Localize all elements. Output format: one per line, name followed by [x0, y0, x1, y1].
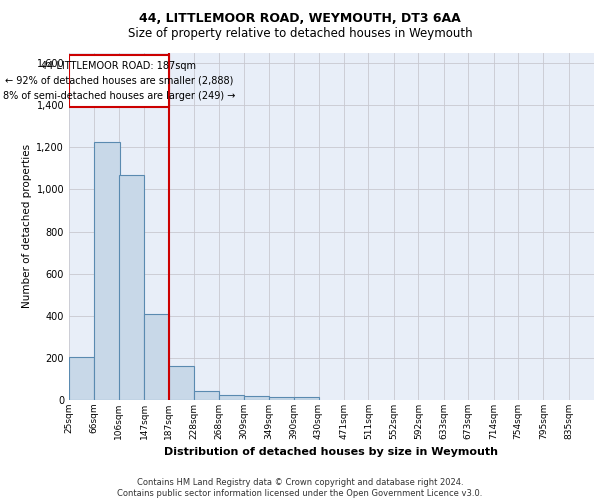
- Y-axis label: Number of detached properties: Number of detached properties: [22, 144, 32, 308]
- Text: Size of property relative to detached houses in Weymouth: Size of property relative to detached ho…: [128, 28, 472, 40]
- Bar: [294, 397, 319, 400]
- Bar: [219, 394, 244, 400]
- Text: Contains HM Land Registry data © Crown copyright and database right 2024.
Contai: Contains HM Land Registry data © Crown c…: [118, 478, 482, 498]
- Bar: [269, 397, 294, 400]
- Bar: [144, 314, 169, 400]
- Text: 44 LITTLEMOOR ROAD: 187sqm
← 92% of detached houses are smaller (2,888)
8% of se: 44 LITTLEMOOR ROAD: 187sqm ← 92% of deta…: [3, 61, 235, 100]
- Bar: [244, 396, 269, 400]
- Bar: [94, 142, 119, 400]
- X-axis label: Distribution of detached houses by size in Weymouth: Distribution of detached houses by size …: [164, 448, 499, 458]
- FancyBboxPatch shape: [69, 54, 169, 108]
- Bar: [119, 174, 144, 400]
- Text: 44, LITTLEMOOR ROAD, WEYMOUTH, DT3 6AA: 44, LITTLEMOOR ROAD, WEYMOUTH, DT3 6AA: [139, 12, 461, 26]
- Bar: [194, 390, 220, 400]
- Bar: [169, 366, 194, 400]
- Bar: [69, 357, 94, 400]
